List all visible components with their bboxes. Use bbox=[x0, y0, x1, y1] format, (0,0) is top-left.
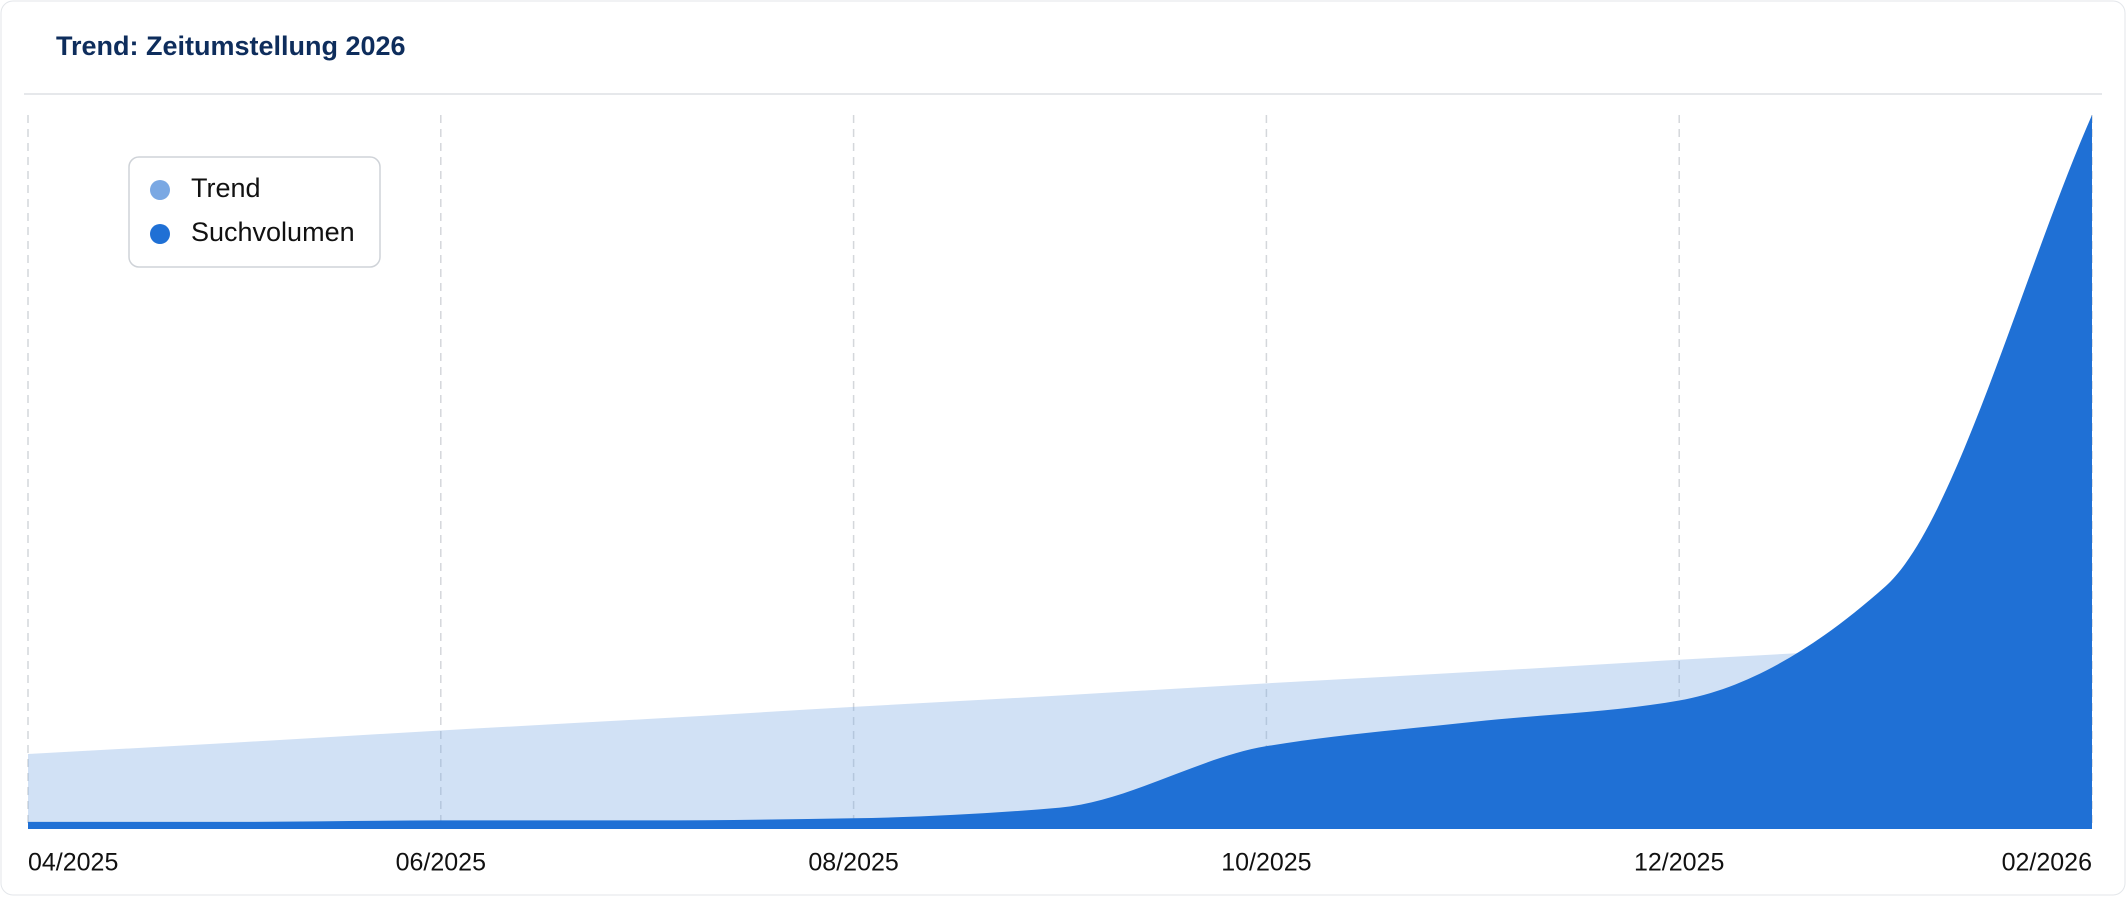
x-tick-label: 06/2025 bbox=[396, 849, 486, 877]
x-tick-label: 04/2025 bbox=[28, 849, 118, 877]
x-axis: 04/2025 06/2025 08/2025 10/2025 12/2025 02/20… bbox=[28, 849, 2092, 877]
x-tick-label: 02/2026 bbox=[2002, 849, 2092, 877]
legend-marker bbox=[150, 180, 170, 200]
legend-marker bbox=[150, 224, 170, 244]
area bbox=[28, 115, 2092, 829]
legend-box bbox=[128, 156, 381, 268]
x-tick-label: 08/2025 bbox=[808, 849, 898, 877]
chart-title: Trend: Zeitumstellung 2026 bbox=[56, 31, 406, 61]
legend-label: Suchvolumen bbox=[191, 217, 355, 247]
areas bbox=[28, 115, 2092, 829]
x-tick-label: 12/2025 bbox=[1634, 849, 1724, 877]
x-tick-label: 10/2025 bbox=[1221, 849, 1311, 877]
legend-label: Trend bbox=[191, 173, 261, 203]
legend: Trend Suchvolumen bbox=[128, 156, 381, 268]
